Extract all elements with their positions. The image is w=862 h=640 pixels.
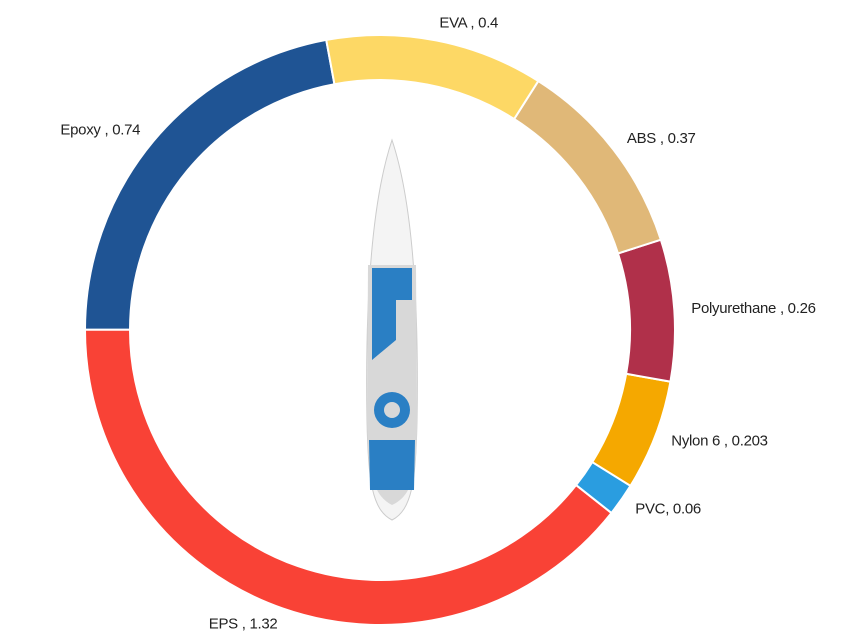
data-label: EPS , 1.32 xyxy=(209,616,278,633)
donut-segment xyxy=(618,240,675,382)
data-label: EVA , 0.4 xyxy=(439,15,498,32)
board-illustration xyxy=(367,140,418,520)
donut-segment xyxy=(85,330,611,625)
donut-segment xyxy=(85,40,334,330)
chart: EVA , 0.4 ABS , 0.37 Polyurethane , 0.26 Ny… xyxy=(0,0,862,640)
data-label: ABS , 0.37 xyxy=(627,130,696,147)
donut-segment xyxy=(592,374,670,486)
data-label: Polyurethane , 0.26 xyxy=(691,300,815,317)
data-label: PVC, 0.06 xyxy=(635,500,701,517)
data-label: Epoxy , 0.74 xyxy=(60,121,140,138)
data-label: Nylon 6 , 0.203 xyxy=(671,433,767,450)
donut-segment xyxy=(514,81,661,253)
donut-segment xyxy=(326,35,538,119)
